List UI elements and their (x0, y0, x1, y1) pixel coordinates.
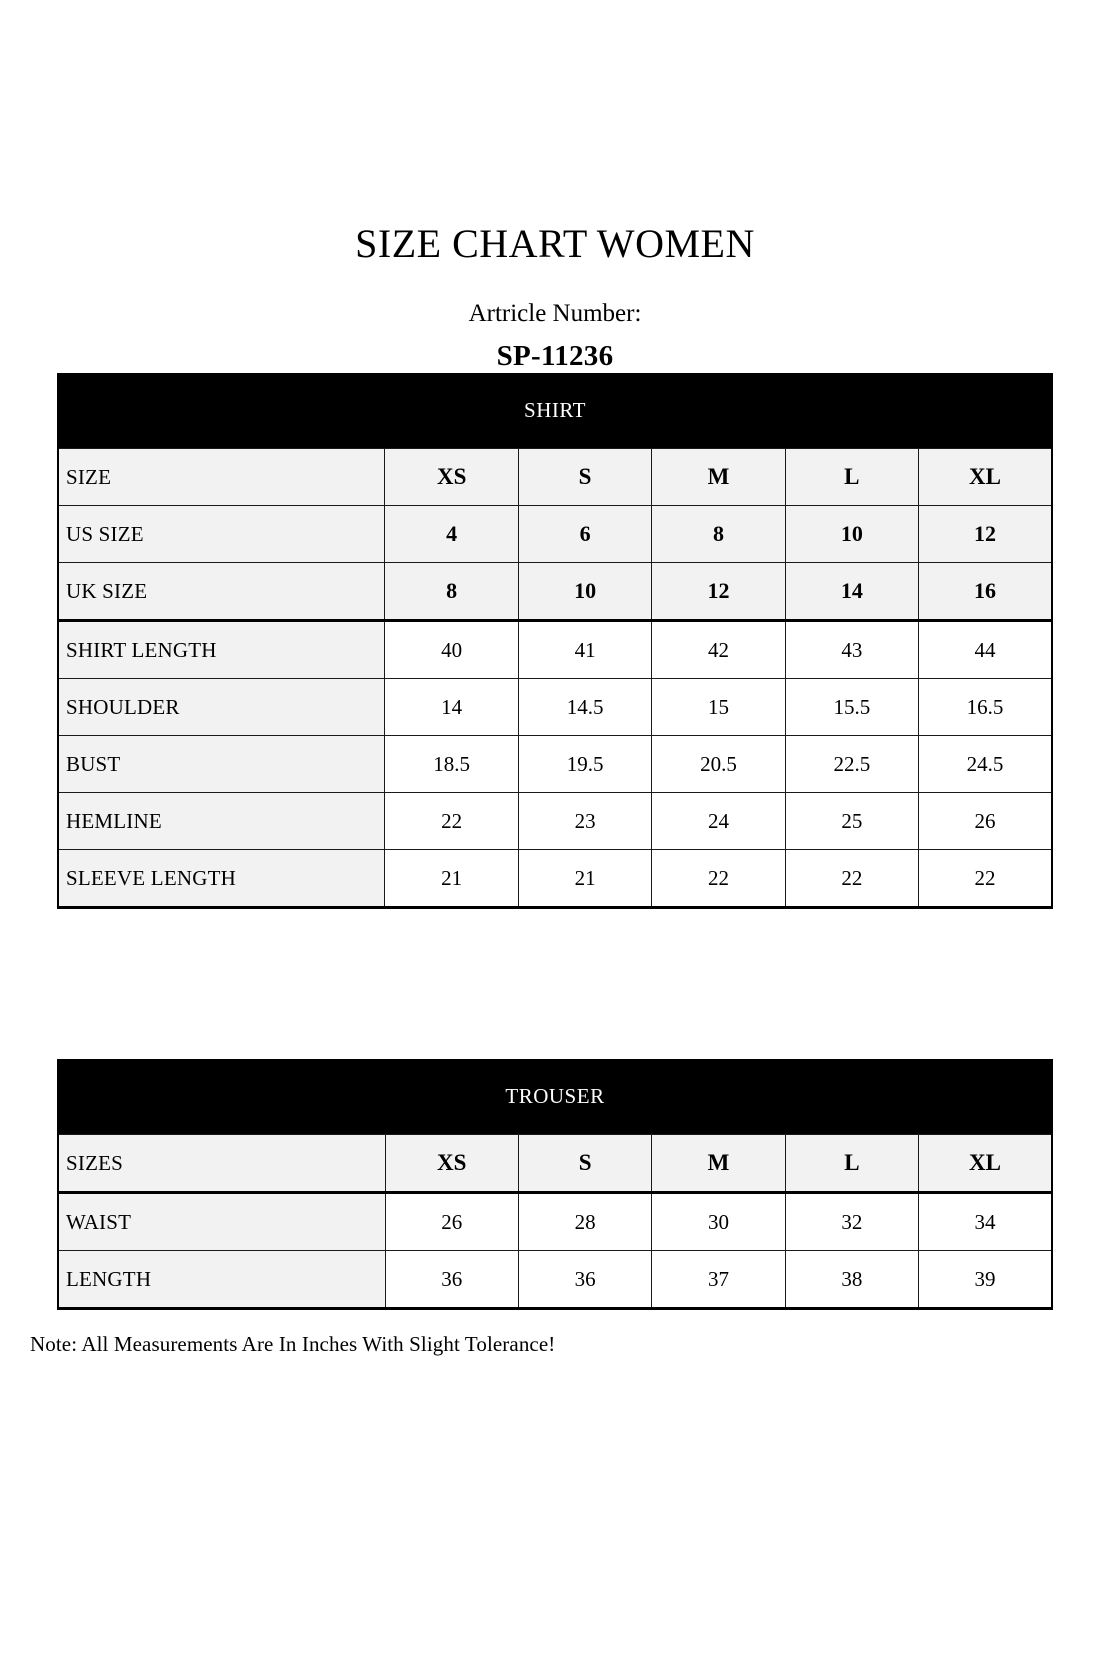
row-label: WAIST (57, 1192, 386, 1251)
row-value-cell: 28 (517, 1192, 653, 1251)
row-value-cell: 10 (784, 505, 920, 563)
row-value-cell: 22 (384, 792, 519, 850)
row-value-cell: 15 (651, 678, 786, 736)
row-value-cell: 21 (517, 849, 653, 909)
row-value-cell: 21 (384, 849, 519, 909)
row-value-cell: 37 (651, 1250, 786, 1310)
row-value-cell: 8 (651, 505, 786, 563)
table-row: BUST 18.5 19.5 20.5 22.5 24.5 (57, 735, 1053, 793)
row-value-cell: 38 (784, 1250, 920, 1310)
article-number-value: SP-11236 (496, 340, 614, 372)
row-value-cell: 12 (918, 505, 1053, 563)
table-row: SHOULDER 14 14.5 15 15.5 16.5 (57, 678, 1053, 736)
row-value-cell: 14.5 (517, 678, 653, 736)
row-value-cell: XL (918, 448, 1053, 506)
row-label: BUST (57, 735, 386, 793)
row-value-cell: 6 (517, 505, 653, 563)
row-value-cell: 30 (651, 1192, 786, 1251)
shirt-size-table: SHIRT SIZE XS S M L XL US SIZE 4 6 8 10 12 UK SIZE 8 1… (56, 373, 1054, 909)
row-label: SLEEVE LENGTH (57, 849, 386, 909)
row-value-cell: M (651, 448, 786, 506)
row-value-cell: 42 (651, 620, 786, 679)
row-value-cell: 26 (918, 792, 1053, 850)
trouser-band-row: TROUSER (57, 1059, 1053, 1135)
row-value-cell: 14 (384, 678, 519, 736)
row-value-cell: XL (918, 1134, 1053, 1194)
row-value-cell: XS (384, 448, 519, 506)
row-value-cell: 24.5 (918, 735, 1053, 793)
row-value-cell: 14 (784, 562, 920, 622)
article-number-label: Artricle Number: (468, 300, 642, 327)
row-value-cell: 39 (918, 1250, 1053, 1310)
row-label: HEMLINE (57, 792, 386, 850)
row-value-cell: 16 (918, 562, 1053, 622)
row-value-cell: 24 (651, 792, 786, 850)
table-row: SLEEVE LENGTH 21 21 22 22 22 (57, 849, 1053, 909)
row-value-cell: 25 (784, 792, 920, 850)
row-value-cell: 26 (384, 1192, 519, 1251)
row-value-cell: 32 (784, 1192, 920, 1251)
row-value-cell: 36 (517, 1250, 653, 1310)
shirt-band-row: SHIRT (57, 373, 1053, 449)
row-label: SIZE (57, 448, 386, 506)
row-value-cell: 15.5 (784, 678, 920, 736)
row-value-cell: 4 (384, 505, 519, 563)
table-row: UK SIZE 8 10 12 14 16 (57, 562, 1053, 622)
row-value-cell: 22 (784, 849, 920, 909)
row-label: SIZES (57, 1134, 386, 1194)
page-title: SIZE CHART WOMEN (355, 221, 755, 266)
shirt-band-label: SHIRT (57, 373, 1053, 449)
row-value-cell: 23 (517, 792, 653, 850)
row-label: SHOULDER (57, 678, 386, 736)
row-label: US SIZE (57, 505, 386, 563)
table-row: HEMLINE 22 23 24 25 26 (57, 792, 1053, 850)
row-value-cell: 44 (918, 620, 1053, 679)
row-value-cell: 18.5 (384, 735, 519, 793)
row-value-cell: 41 (517, 620, 653, 679)
row-value-cell: M (651, 1134, 786, 1194)
row-value-cell: XS (384, 1134, 519, 1194)
row-value-cell: 22 (918, 849, 1053, 909)
row-value-cell: L (784, 448, 920, 506)
table-row: US SIZE 4 6 8 10 12 (57, 505, 1053, 563)
row-value-cell: 36 (384, 1250, 519, 1310)
table-spacer (26, 909, 1084, 1059)
row-value-cell: 40 (384, 620, 519, 679)
row-label: SHIRT LENGTH (57, 620, 386, 679)
row-value-cell: S (517, 448, 653, 506)
row-label: LENGTH (57, 1250, 386, 1310)
trouser-table-body: TROUSER SIZES XS S M L XL WAIST 26 28 30 32 34 LENGT… (57, 1059, 1053, 1310)
row-value-cell: S (517, 1134, 653, 1194)
row-value-cell: 12 (651, 562, 786, 622)
table-row: SIZES XS S M L XL (57, 1134, 1053, 1194)
table-row: LENGTH 36 36 37 38 39 (57, 1250, 1053, 1310)
measurements-note: Note: All Measurements Are In Inches Wit… (30, 1332, 556, 1356)
row-value-cell: 19.5 (517, 735, 653, 793)
shirt-table-body: SHIRT SIZE XS S M L XL US SIZE 4 6 8 10 12 UK SIZE 8 1… (57, 373, 1053, 909)
row-value-cell: 34 (918, 1192, 1053, 1251)
trouser-band-label: TROUSER (57, 1059, 1053, 1135)
row-value-cell: 22 (651, 849, 786, 909)
row-value-cell: 16.5 (918, 678, 1053, 736)
row-value-cell: 43 (784, 620, 920, 679)
row-label: UK SIZE (57, 562, 386, 622)
row-value-cell: L (784, 1134, 920, 1194)
table-row: SIZE XS S M L XL (57, 448, 1053, 506)
table-row: WAIST 26 28 30 32 34 (57, 1192, 1053, 1251)
row-value-cell: 8 (384, 562, 519, 622)
trouser-size-table: TROUSER SIZES XS S M L XL WAIST 26 28 30 32 34 LENGT… (57, 1059, 1053, 1310)
table-row: SHIRT LENGTH 40 41 42 43 44 (57, 620, 1053, 679)
row-value-cell: 10 (517, 562, 653, 622)
row-value-cell: 20.5 (651, 735, 786, 793)
row-value-cell: 22.5 (784, 735, 920, 793)
